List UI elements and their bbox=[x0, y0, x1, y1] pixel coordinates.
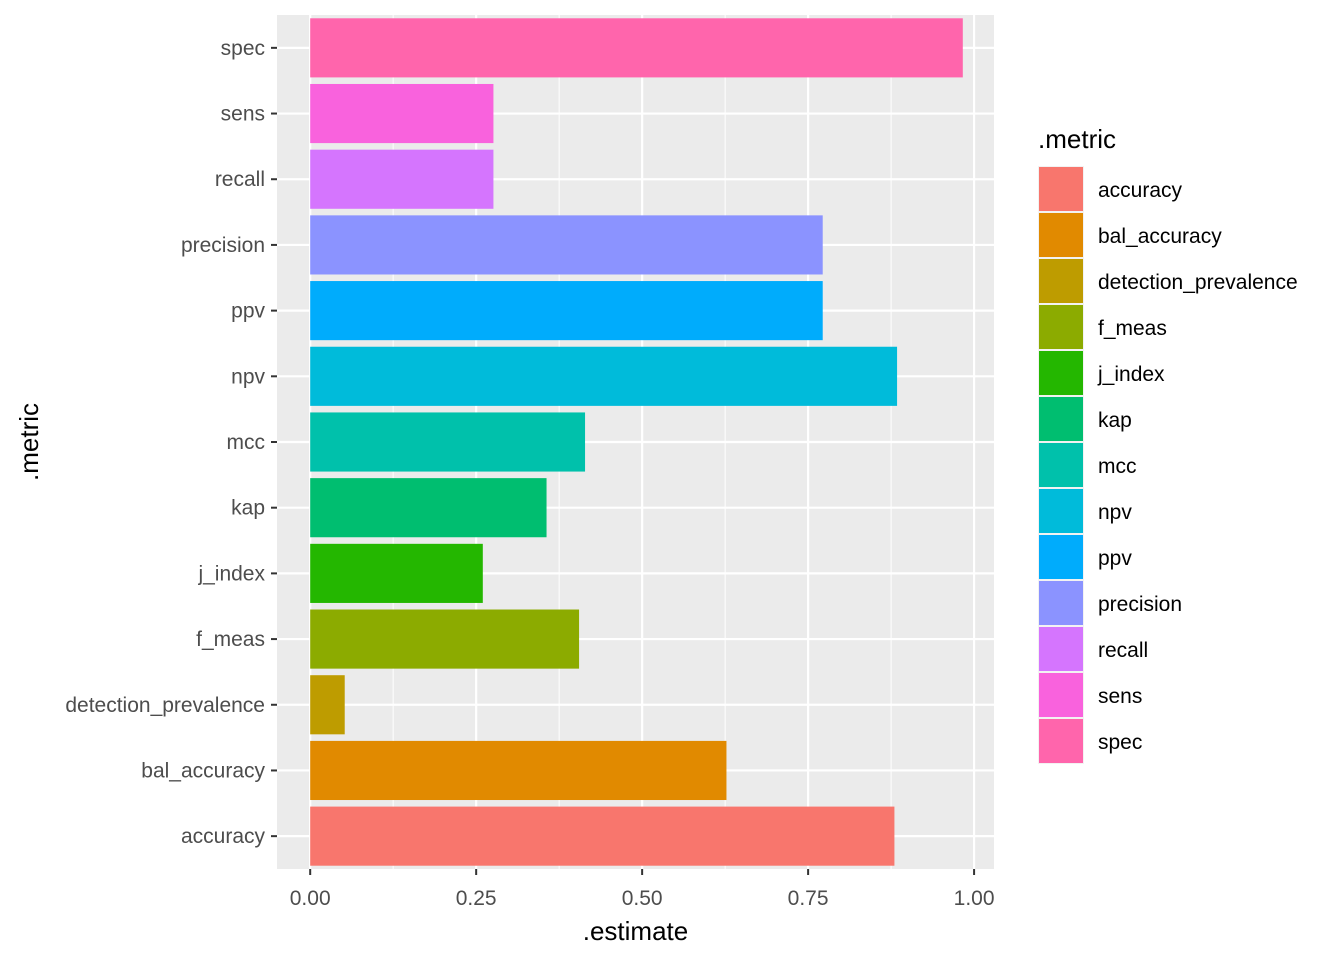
legend-label: ppv bbox=[1098, 547, 1132, 570]
x-tick-label: 0.00 bbox=[290, 887, 331, 910]
y-tick-label: npv bbox=[231, 365, 265, 388]
legend-label: recall bbox=[1098, 639, 1148, 662]
y-tick-label: detection_prevalence bbox=[65, 694, 265, 717]
legend-key-bal_accuracy bbox=[1039, 213, 1083, 257]
y-tick-label: accuracy bbox=[181, 825, 266, 848]
bars bbox=[310, 18, 963, 866]
y-axis: accuracy bal_accuracy detection_prevalence… bbox=[65, 37, 277, 848]
x-axis-title: .estimate bbox=[583, 916, 689, 946]
x-tick-label: 0.50 bbox=[622, 887, 663, 910]
bar-f_meas bbox=[310, 609, 580, 669]
bar-accuracy bbox=[310, 806, 895, 866]
bar-npv bbox=[310, 346, 898, 406]
y-tick-label: ppv bbox=[231, 300, 265, 323]
legend-key-recall bbox=[1039, 627, 1083, 671]
y-tick-label: sens bbox=[221, 103, 265, 126]
bar-kap bbox=[310, 478, 547, 538]
y-tick-label: mcc bbox=[227, 431, 266, 454]
bar-spec bbox=[310, 18, 963, 78]
legend-label: accuracy bbox=[1098, 179, 1183, 202]
legend-label: kap bbox=[1098, 409, 1132, 432]
y-tick-label: j_index bbox=[197, 562, 265, 585]
legend-key-detection_prevalence bbox=[1039, 259, 1083, 303]
y-axis-title: .metric bbox=[14, 403, 44, 481]
bar-j_index bbox=[310, 543, 483, 603]
legend-title: .metric bbox=[1038, 124, 1116, 154]
legend-key-f_meas bbox=[1039, 305, 1083, 349]
y-tick-label: bal_accuracy bbox=[141, 759, 265, 782]
bar-precision bbox=[310, 215, 823, 275]
legend-label: bal_accuracy bbox=[1098, 225, 1222, 248]
legend-label: spec bbox=[1098, 731, 1142, 754]
bar-ppv bbox=[310, 281, 823, 341]
y-tick-label: f_meas bbox=[196, 628, 265, 651]
legend-key-precision bbox=[1039, 581, 1083, 625]
y-tick-label: recall bbox=[215, 168, 265, 191]
y-tick-label: spec bbox=[221, 37, 265, 60]
legend-key-kap bbox=[1039, 397, 1083, 441]
x-axis: 0.00 0.25 0.50 0.75 1.00 bbox=[290, 869, 995, 910]
y-tick-label: kap bbox=[231, 497, 265, 520]
legend-label: npv bbox=[1098, 501, 1132, 524]
bar-sens bbox=[310, 83, 494, 144]
legend-label: precision bbox=[1098, 593, 1182, 616]
legend: .metric accuracy bal_accuracy detection_pr… bbox=[1038, 124, 1298, 764]
legend-label: j_index bbox=[1097, 363, 1165, 386]
legend-label: sens bbox=[1098, 685, 1142, 708]
x-tick-label: 0.25 bbox=[456, 887, 497, 910]
bar-mcc bbox=[310, 412, 586, 472]
bar-detection_prevalence bbox=[310, 675, 345, 735]
legend-key-npv bbox=[1039, 489, 1083, 533]
legend-items: accuracy bal_accuracy detection_prevalence… bbox=[1038, 166, 1298, 764]
legend-key-j_index bbox=[1039, 351, 1083, 395]
x-tick-label: 1.00 bbox=[954, 887, 995, 910]
legend-key-sens bbox=[1039, 673, 1083, 717]
bar-bal_accuracy bbox=[310, 740, 727, 801]
x-tick-label: 0.75 bbox=[788, 887, 829, 910]
legend-key-spec bbox=[1039, 719, 1083, 763]
legend-label: mcc bbox=[1098, 455, 1137, 478]
legend-label: detection_prevalence bbox=[1098, 271, 1298, 294]
y-tick-label: precision bbox=[181, 234, 265, 257]
legend-label: f_meas bbox=[1098, 317, 1167, 340]
bar-recall bbox=[310, 149, 494, 209]
legend-key-mcc bbox=[1039, 443, 1083, 487]
legend-key-accuracy bbox=[1039, 167, 1083, 211]
legend-key-ppv bbox=[1039, 535, 1083, 579]
